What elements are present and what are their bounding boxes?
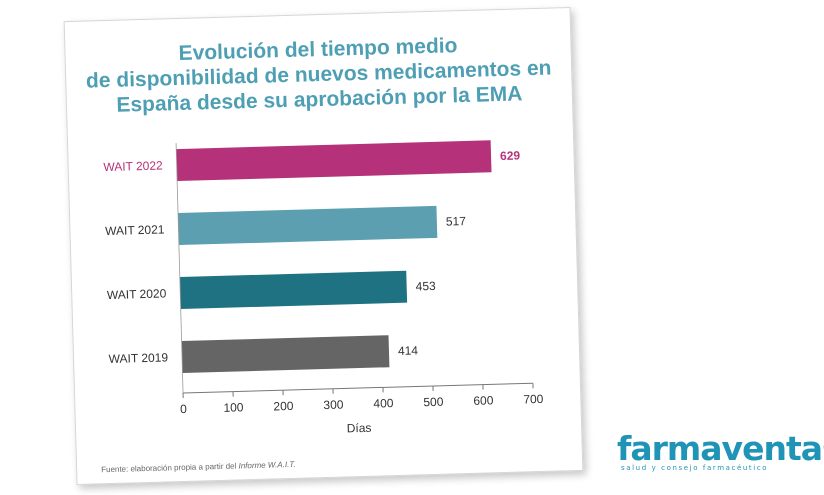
x-tick-label: 0	[180, 402, 187, 416]
x-tick-label: 500	[423, 395, 444, 410]
y-axis	[175, 143, 184, 393]
x-tick-label: 300	[323, 397, 344, 412]
logo-tagline: salud y consejo farmacéutico	[621, 464, 769, 472]
data-label: 453	[415, 279, 436, 294]
chart-title: Evolución del tiempo medio de disponibil…	[65, 30, 572, 119]
data-label: 629	[500, 148, 521, 163]
x-tick-label: 200	[273, 399, 294, 414]
bar	[176, 140, 492, 182]
data-label: 414	[398, 343, 419, 358]
category-label: WAIT 2022	[103, 158, 163, 174]
brand-logo: farmaventas salud y consejo farmacéutico	[617, 429, 824, 473]
logo-wordmark: farmaventas	[617, 429, 824, 468]
x-axis	[183, 382, 533, 394]
data-label: 517	[446, 214, 467, 229]
x-tick-label: 100	[223, 400, 244, 415]
bar-chart: WAIT 2022 629 WAIT 2021 517 WAIT 2020 453 WAIT…	[103, 140, 544, 436]
x-tick-label: 700	[523, 392, 544, 407]
bar	[181, 335, 390, 373]
category-label: WAIT 2019	[109, 350, 169, 366]
category-label: WAIT 2020	[107, 286, 167, 302]
source-note: Fuente: elaboración propia a partir del …	[101, 460, 296, 474]
x-axis-label: Días	[347, 421, 372, 436]
bar	[178, 205, 438, 246]
chart-card: Evolución del tiempo medio de disponibil…	[63, 7, 584, 485]
x-tick-label: 400	[373, 396, 394, 411]
source-prefix: Fuente: elaboración propia a partir del	[101, 461, 239, 475]
bar	[179, 270, 408, 310]
source-report: Informe W.A.I.T.	[238, 459, 296, 471]
category-label: WAIT 2021	[105, 222, 165, 238]
x-tick-label: 600	[473, 393, 494, 408]
